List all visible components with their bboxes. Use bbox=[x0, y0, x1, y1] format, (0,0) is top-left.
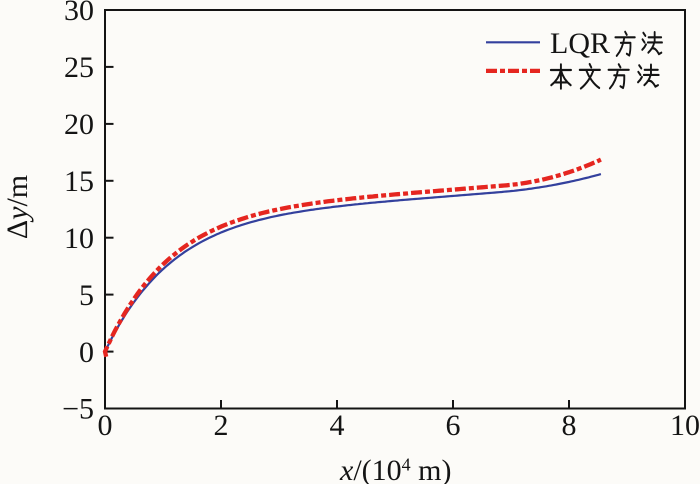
svg-text:8: 8 bbox=[562, 409, 577, 442]
svg-text:25: 25 bbox=[64, 51, 94, 84]
svg-text:5: 5 bbox=[79, 279, 94, 312]
svg-text:x/(104 m): x/(104 m) bbox=[339, 454, 451, 484]
svg-text:0: 0 bbox=[79, 336, 94, 369]
svg-text:10: 10 bbox=[670, 409, 700, 442]
svg-text:10: 10 bbox=[64, 222, 94, 255]
svg-text:30: 30 bbox=[64, 0, 94, 27]
svg-text:LQR: LQR bbox=[550, 27, 610, 60]
svg-text:−5: −5 bbox=[62, 393, 94, 426]
svg-text:20: 20 bbox=[64, 108, 94, 141]
svg-text:Δy/m: Δy/m bbox=[1, 175, 34, 239]
svg-text:0: 0 bbox=[98, 409, 113, 442]
svg-text:4: 4 bbox=[330, 409, 345, 442]
svg-text:15: 15 bbox=[64, 165, 94, 198]
svg-text:6: 6 bbox=[446, 409, 461, 442]
svg-text:2: 2 bbox=[214, 409, 229, 442]
